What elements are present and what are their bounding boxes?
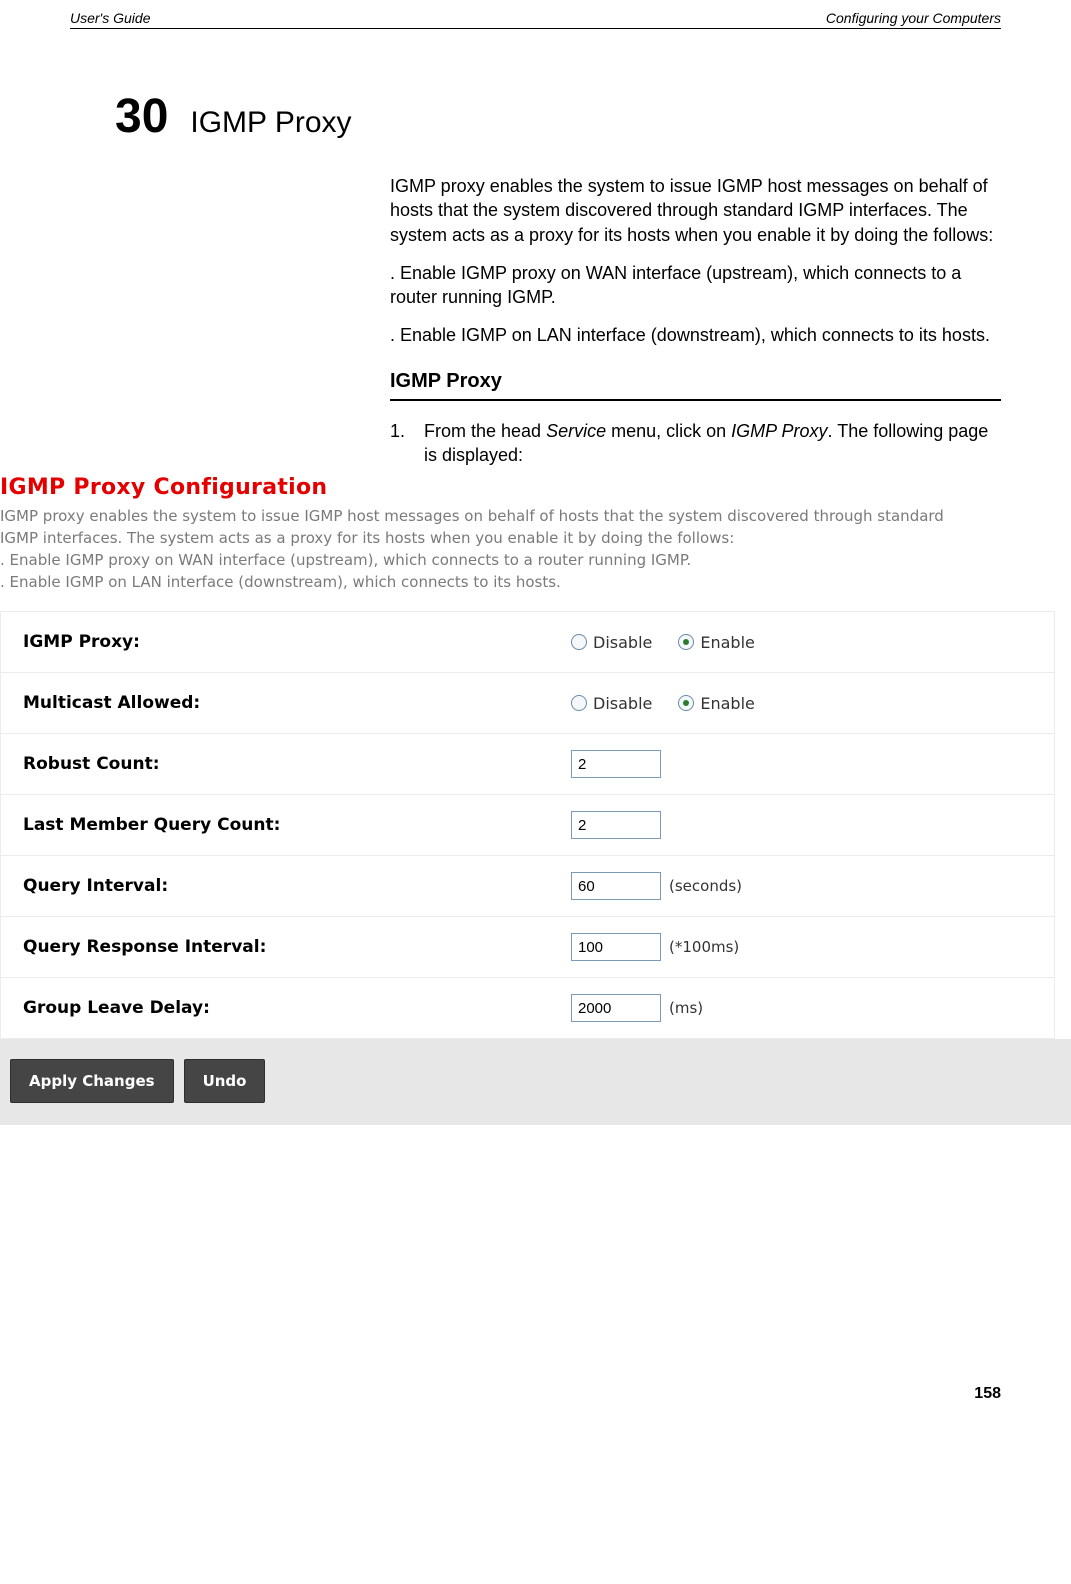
radio-icon [571,634,587,650]
label-group-leave: Group Leave Delay: [1,978,561,1038]
unit-query-interval: (seconds) [669,877,742,895]
radio-icon [678,695,694,711]
config-intro: IGMP proxy enables the system to issue I… [0,506,1071,593]
header-left: User's Guide [70,10,150,26]
step-pre: From the head [424,421,546,441]
intro-paragraph-1: IGMP proxy enables the system to issue I… [390,174,1001,247]
input-query-interval[interactable] [571,872,661,900]
row-query-response-interval: Query Response Interval: (*100ms) [1,916,1054,977]
radio-multicast-enable[interactable]: Enable [678,694,755,713]
row-group-leave-delay: Group Leave Delay: (ms) [1,977,1054,1038]
unit-query-response: (*100ms) [669,938,739,956]
radio-icon [678,634,694,650]
step-menu: Service [546,421,606,441]
config-intro-line-4: . Enable IGMP on LAN interface (downstre… [0,572,1071,594]
input-robust-count[interactable] [571,750,661,778]
config-screenshot: IGMP Proxy Configuration IGMP proxy enab… [0,475,1071,1125]
row-query-interval: Query Interval: (seconds) [1,855,1054,916]
header-divider [70,28,1001,29]
header-right: Configuring your Computers [826,10,1001,26]
chapter-title: IGMP Proxy [190,106,351,140]
label-query-interval: Query Interval: [1,856,561,916]
undo-button[interactable]: Undo [184,1059,266,1103]
step-mid: menu, click on [606,421,731,441]
label-igmp-proxy: IGMP Proxy: [1,612,561,672]
radio-multicast-disable[interactable]: Disable [571,694,652,713]
label-robust-count: Robust Count: [1,734,561,794]
step-1: 1. From the head Service menu, click on … [390,419,1001,468]
row-robust-count: Robust Count: [1,733,1054,794]
row-multicast: Multicast Allowed: Disable Enable [1,672,1054,733]
config-table: IGMP Proxy: Disable Enable Multicast All… [0,611,1055,1039]
step-text: From the head Service menu, click on IGM… [424,419,1001,468]
config-title: IGMP Proxy Configuration [0,475,1071,500]
radio-igmp-disable[interactable]: Disable [571,633,652,652]
radio-label-enable: Enable [700,633,755,652]
input-query-response[interactable] [571,933,661,961]
radio-label-disable: Disable [593,694,652,713]
chapter-heading: 30 IGMP Proxy [115,89,1071,144]
label-query-response: Query Response Interval: [1,917,561,977]
config-intro-line-1: IGMP proxy enables the system to issue I… [0,506,1071,528]
input-group-leave[interactable] [571,994,661,1022]
button-bar: Apply Changes Undo [0,1039,1071,1125]
unit-group-leave: (ms) [669,999,703,1017]
intro-paragraph-3: . Enable IGMP on LAN interface (downstre… [390,323,1001,347]
radio-label-enable: Enable [700,694,755,713]
step-target: IGMP Proxy [731,421,827,441]
radio-igmp-enable[interactable]: Enable [678,633,755,652]
row-last-member-query-count: Last Member Query Count: [1,794,1054,855]
label-lmqc: Last Member Query Count: [1,795,561,855]
apply-changes-button[interactable]: Apply Changes [10,1059,174,1103]
config-intro-line-3: . Enable IGMP proxy on WAN interface (up… [0,550,1071,572]
page-number: 158 [0,1385,1071,1433]
step-number: 1. [390,419,424,468]
chapter-number: 30 [115,89,168,144]
input-lmqc[interactable] [571,811,661,839]
config-intro-line-2: IGMP interfaces. The system acts as a pr… [0,528,1071,550]
label-multicast: Multicast Allowed: [1,673,561,733]
radio-label-disable: Disable [593,633,652,652]
section-heading: IGMP Proxy [390,368,1001,401]
intro-paragraph-2: . Enable IGMP proxy on WAN interface (up… [390,261,1001,310]
row-igmp-proxy: IGMP Proxy: Disable Enable [1,612,1054,672]
radio-icon [571,695,587,711]
